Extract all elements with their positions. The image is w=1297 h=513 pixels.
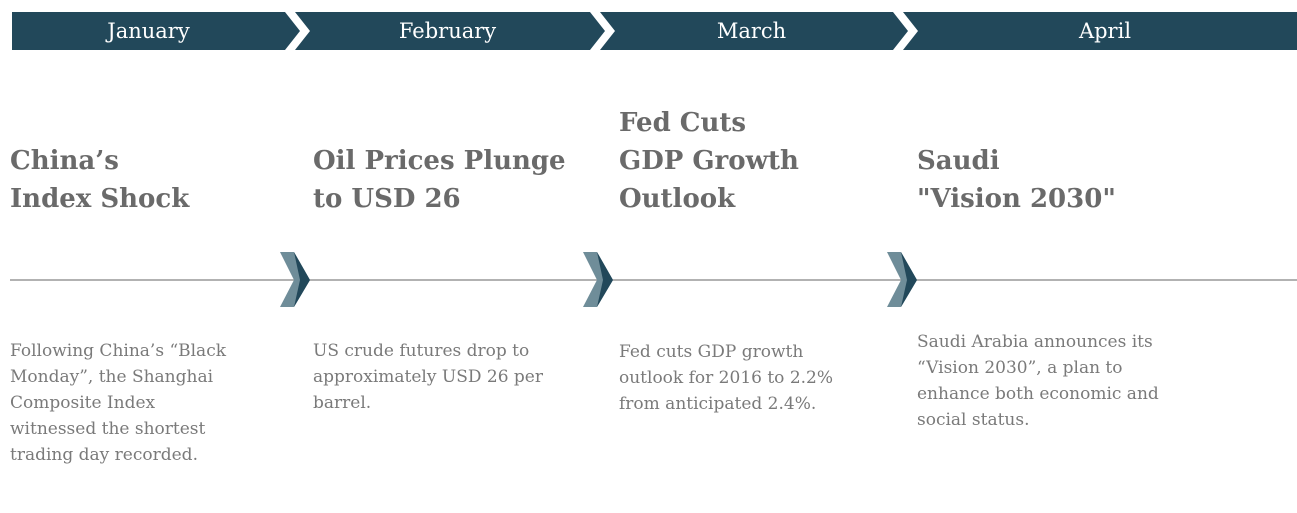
marker (280, 252, 310, 307)
event-description: Fed cuts GDP growth outlook for 2016 to … (619, 342, 834, 414)
event-title-line: Index Shock (10, 184, 190, 214)
event-title: China’s Index Shock (10, 142, 189, 218)
marker (583, 252, 613, 307)
month-band (12, 12, 300, 50)
event-title-line: "Vision 2030" (917, 184, 1116, 214)
month-band (600, 12, 908, 50)
event-description: Saudi Arabia announces its “Vision 2030”… (917, 332, 1159, 430)
event-title: Oil Prices Plunge to USD 26 (313, 142, 566, 218)
event-title-line: Oil Prices Plunge (313, 146, 566, 176)
month-label: April (1078, 19, 1132, 43)
month-band (295, 12, 605, 50)
marker (887, 252, 917, 307)
event-title: Saudi "Vision 2030" (917, 142, 1116, 218)
event-title-line: Fed Cuts (619, 108, 747, 138)
month-label: March (716, 19, 787, 43)
event-title-line: GDP Growth (619, 146, 799, 176)
event-title-line: Outlook (619, 184, 736, 214)
event-title-line: Saudi (917, 146, 1000, 176)
event-description: US crude futures drop to approximately U… (313, 341, 543, 413)
event-title: Fed Cuts GDP Growth Outlook (619, 104, 799, 218)
event-title-line: to USD 26 (313, 184, 461, 214)
month-band (903, 12, 1297, 50)
event-title-line: China’s (10, 146, 119, 176)
event-description: Following China’s “Black Monday”, the Sh… (10, 341, 227, 465)
month-label: February (398, 19, 497, 43)
month-label: January (107, 19, 190, 43)
